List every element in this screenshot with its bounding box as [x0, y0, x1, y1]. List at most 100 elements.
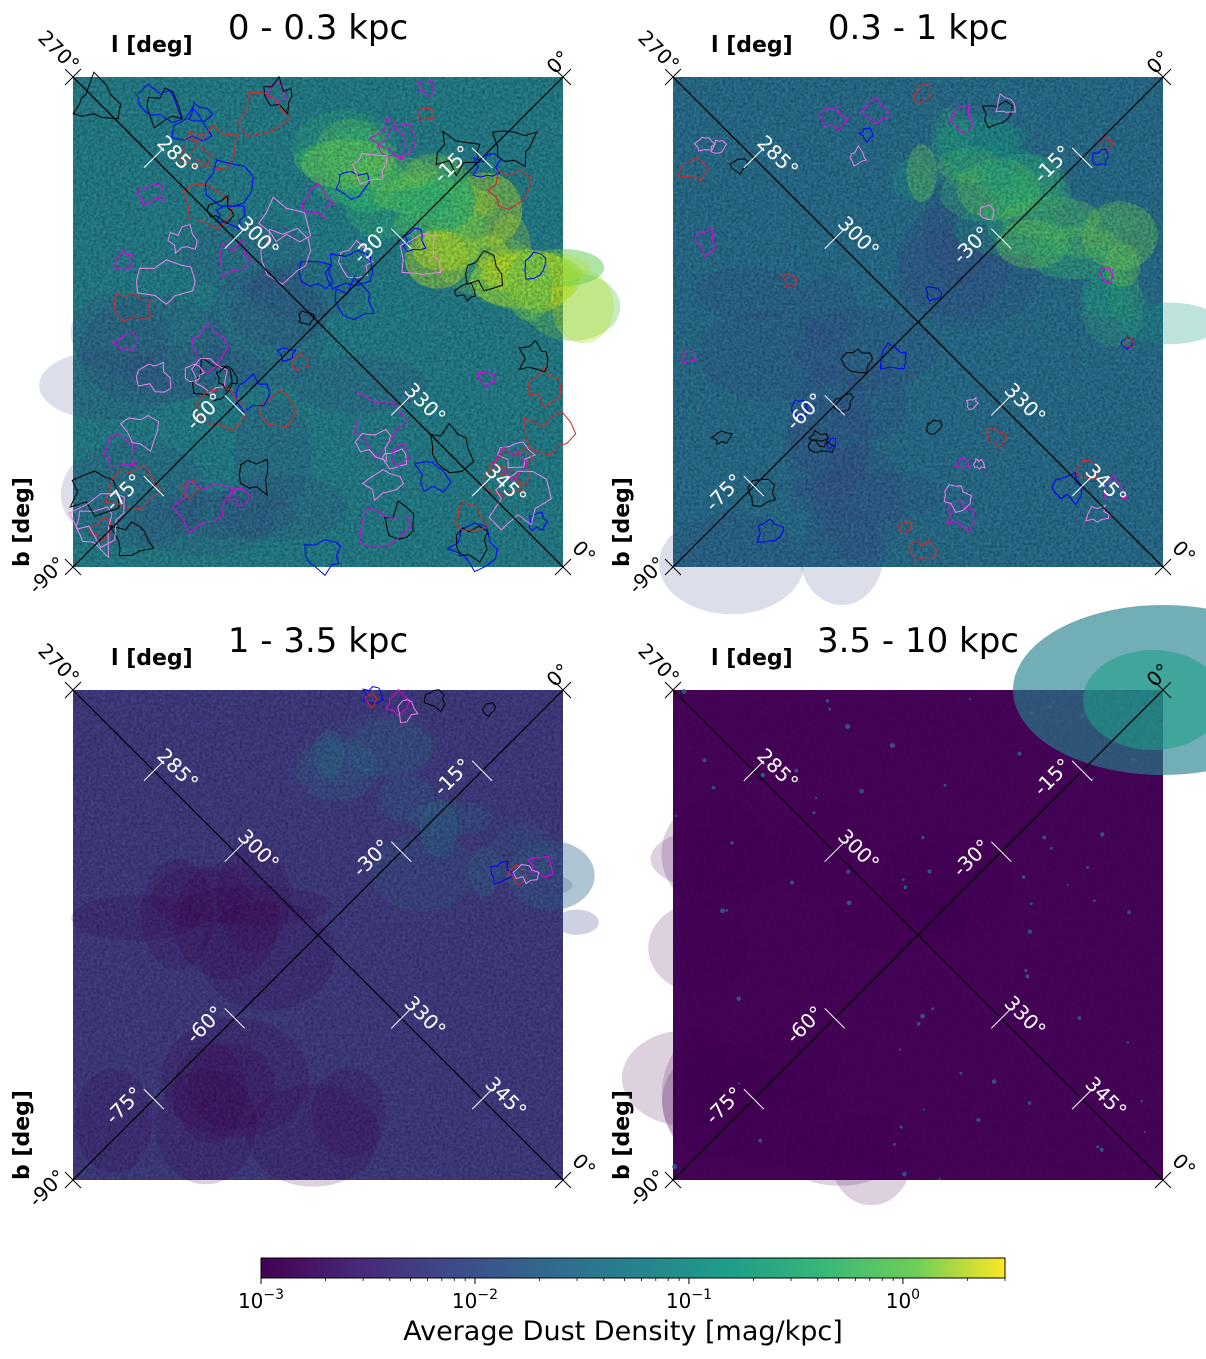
contour-line: [187, 101, 214, 123]
contour-line: [491, 130, 538, 168]
contour-line: [984, 427, 1008, 450]
l-tick-mark: [1071, 1088, 1093, 1110]
contour-line: [180, 479, 199, 499]
corner-tick: [1154, 68, 1172, 86]
panel-3: 285°300°330°345°-15°-30°-60°-75°270° 0°-9…: [10, 621, 601, 1212]
corner-label-bottom-right: 0°: [567, 536, 600, 569]
contour-line: [925, 419, 943, 436]
corner-tick: [1154, 1171, 1172, 1189]
contour-line: [368, 116, 417, 158]
corner-tick: [64, 558, 82, 576]
contour-line: [807, 438, 836, 454]
b-tick-mark: [743, 475, 765, 497]
contour-line: [1098, 134, 1114, 152]
contour-line: [301, 182, 336, 221]
contour-line: [361, 469, 405, 502]
contour-line: [909, 539, 939, 561]
corner-tick: [1154, 558, 1172, 576]
contour-line: [416, 106, 435, 122]
contour-line: [237, 91, 291, 137]
contour-line: [710, 430, 733, 446]
latitude-axis-line: [672, 689, 1164, 1181]
contour-line: [781, 273, 798, 288]
contour-line: [191, 357, 228, 394]
contour-line: [948, 105, 974, 134]
l-tick-mark: [743, 147, 765, 169]
b-tick-mark: [143, 1088, 165, 1110]
x-axis-label: l [deg]: [111, 646, 193, 671]
contour-line: [924, 286, 943, 302]
contour-line: [1103, 474, 1128, 500]
l-tick-mark: [1071, 475, 1093, 497]
corner-tick: [554, 1171, 572, 1189]
contour-line: [334, 276, 375, 321]
corner-tick: [664, 558, 682, 576]
l-tick-mark: [471, 475, 493, 497]
contour-line: [215, 204, 246, 231]
contour-line: [524, 251, 547, 280]
contours: [68, 71, 577, 577]
contour-line: [215, 365, 238, 392]
panel-1: 285°300°330°345°-15°-30°-60°-75°270° 0°-9…: [10, 8, 621, 599]
contour-line: [512, 864, 540, 885]
contour-line: [981, 100, 1014, 129]
latitude-axis-line: [72, 76, 564, 568]
l-tick-mark: [743, 760, 765, 782]
l-tick-mark: [824, 228, 846, 250]
contour-line: [818, 105, 850, 132]
contour-line: [694, 226, 717, 258]
l-tick-mark: [824, 841, 846, 863]
contour-line: [482, 464, 524, 498]
contour-line: [995, 92, 1016, 113]
contour-line: [353, 391, 409, 459]
corner-label-top-right: 0°: [542, 658, 575, 691]
contour-line: [832, 392, 854, 413]
contour-line: [472, 152, 502, 178]
corner-label-top-left: 270°: [33, 638, 84, 689]
contour-line: [354, 428, 392, 462]
panel-title: 0 - 0.3 kpc: [228, 8, 408, 48]
contour-line: [146, 87, 183, 129]
colorbar-tick-label: 10−2: [452, 1287, 498, 1313]
colorbar-tick-label: 10−1: [666, 1287, 712, 1313]
contour-line: [185, 124, 240, 170]
contour-line: [184, 363, 205, 383]
contour-line: [681, 350, 696, 364]
contour-line: [507, 863, 527, 885]
contour-line: [477, 371, 497, 389]
corner-tick: [664, 1171, 682, 1189]
contour-line: [263, 75, 293, 115]
l-tick-mark: [143, 760, 165, 782]
contour-line: [487, 447, 534, 487]
contour-line: [403, 227, 427, 253]
contour-line: [417, 78, 435, 97]
contour-line: [397, 699, 419, 724]
contour-line: [266, 80, 289, 103]
b-tick-mark: [471, 760, 493, 782]
contour-line: [390, 443, 409, 468]
x-axis-label: l [deg]: [711, 646, 793, 671]
y-axis-label: b [deg]: [610, 1090, 635, 1180]
b-tick-mark: [1071, 760, 1093, 782]
contour-line: [1092, 148, 1109, 166]
contour-line: [453, 501, 489, 531]
b-tick-mark: [143, 475, 165, 497]
contour-line: [377, 125, 405, 161]
panel-title: 0.3 - 1 kpc: [828, 8, 1008, 48]
contour-line: [979, 204, 995, 221]
l-tick-mark: [224, 228, 246, 250]
contour-line: [747, 478, 777, 507]
contour-line: [1098, 267, 1114, 284]
y-axis-label: b [deg]: [10, 477, 35, 567]
contour-line: [385, 688, 410, 717]
corner-label-bottom-right: 0°: [567, 1149, 600, 1182]
contour-line: [1074, 459, 1101, 480]
contour-line: [72, 71, 122, 120]
contour-line: [171, 107, 213, 142]
contour-line: [135, 361, 172, 393]
corner-label-top-left: 270°: [33, 25, 84, 76]
contour-line: [807, 429, 829, 448]
contour-line: [75, 506, 113, 559]
contour-line: [291, 351, 310, 372]
